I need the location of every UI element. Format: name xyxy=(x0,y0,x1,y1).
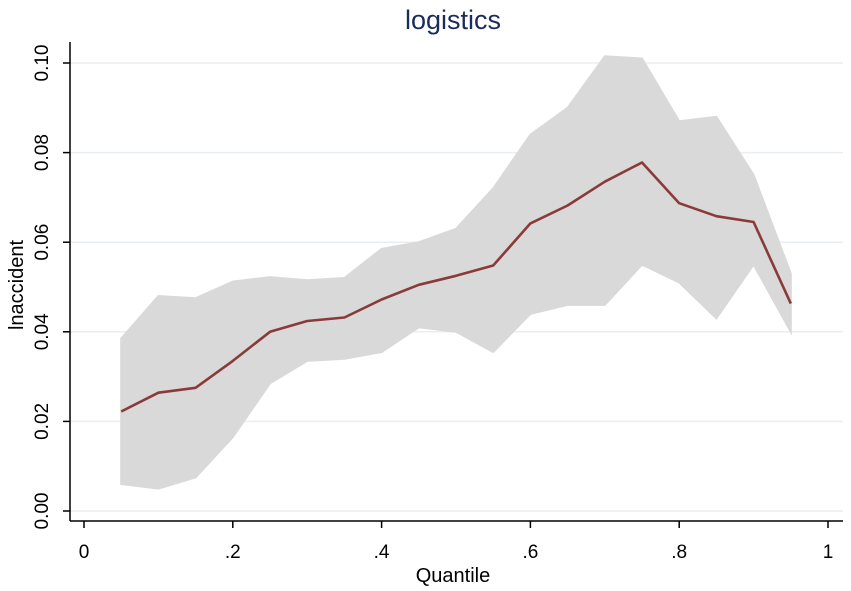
x-tick-label-4: .8 xyxy=(671,542,687,563)
y-axis-ticks: 0.00 0.02 0.04 0.06 0.08 0.10 xyxy=(32,45,70,530)
x-axis-label: Quantile xyxy=(416,565,491,587)
x-tick-label-3: .6 xyxy=(522,542,538,563)
chart-title: logistics xyxy=(405,5,501,35)
x-tick-label-2: .4 xyxy=(374,542,390,563)
x-tick-label-0: 0 xyxy=(79,542,90,563)
y-tick-label-4: 0.08 xyxy=(32,134,53,171)
y-tick-label-3: 0.06 xyxy=(32,224,53,261)
axes xyxy=(69,42,843,522)
y-axis-label: lnaccident xyxy=(6,240,28,331)
estimate-line xyxy=(120,161,792,413)
y-tick-label-2: 0.04 xyxy=(32,313,53,350)
x-axis-ticks: 0 .2 .4 .6 .8 1 xyxy=(79,521,834,563)
x-tick-label-5: 1 xyxy=(823,542,834,563)
y-tick-label-5: 0.10 xyxy=(32,45,53,82)
y-tick-label-1: 0.02 xyxy=(32,403,53,440)
y-tick-label-0: 0.00 xyxy=(32,493,53,530)
confidence-band xyxy=(120,55,792,490)
x-tick-label-1: .2 xyxy=(225,542,241,563)
